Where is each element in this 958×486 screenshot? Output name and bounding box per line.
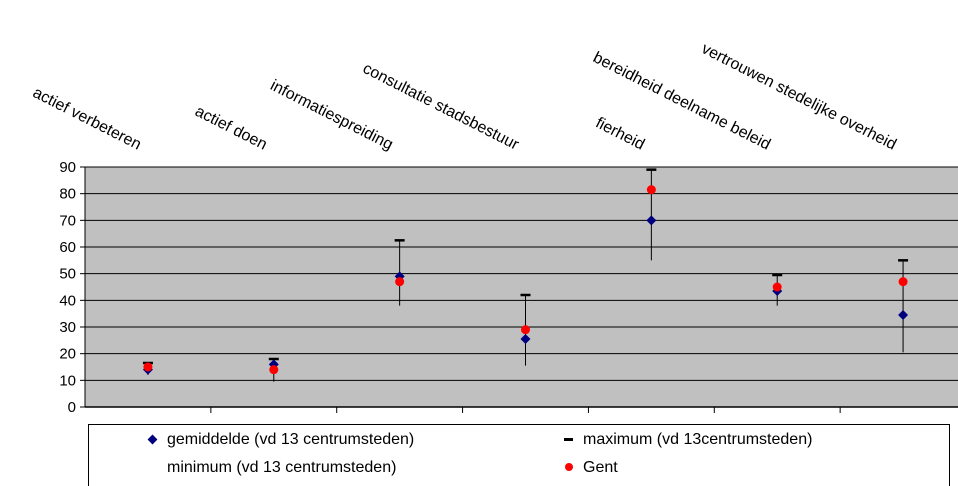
gent-marker <box>772 282 782 292</box>
legend-label-gent: Gent <box>583 459 618 476</box>
y-tick-labels: 0 10 20 30 40 50 60 70 80 90 <box>59 159 76 416</box>
legend-label-minimum: minimum (vd 13 centrumsteden) <box>167 459 397 476</box>
gent-marker <box>269 365 279 375</box>
legend-item-minimum: minimum (vd 13 centrumsteden) <box>145 459 396 477</box>
data-marks <box>142 168 909 382</box>
y-tick-label: 10 <box>59 372 76 389</box>
axes <box>84 167 958 413</box>
average-marker <box>646 215 657 226</box>
plot-area <box>85 167 958 407</box>
y-tick-label: 20 <box>59 346 76 363</box>
legend-dash-marker <box>561 432 577 448</box>
average-marker <box>898 310 909 320</box>
legend-label-maximum: maximum (vd 13centrumsteden) <box>583 431 813 448</box>
gent-marker <box>646 185 656 195</box>
y-tick-label: 60 <box>59 239 76 256</box>
y-tick-label: 50 <box>59 266 76 283</box>
legend: gemiddelde (vd 13 centrumsteden) maximum… <box>88 424 950 486</box>
legend-item-gemiddelde: gemiddelde (vd 13 centrumsteden) <box>145 431 414 449</box>
legend-item-maximum: maximum (vd 13centrumsteden) <box>561 431 812 449</box>
legend-dot-marker <box>561 460 577 476</box>
gent-marker <box>143 362 153 372</box>
category-label: informatiespreiding <box>267 77 395 154</box>
legend-label-gemiddelde: gemiddelde (vd 13 centrumsteden) <box>167 431 415 448</box>
y-tick-label: 90 <box>59 159 76 176</box>
legend-diamond-marker <box>145 432 161 448</box>
category-label: vertrouwen stedelijke overheid <box>699 40 899 153</box>
y-tick-label: 0 <box>68 399 76 416</box>
gent-marker <box>898 277 908 287</box>
gent-marker <box>521 325 530 335</box>
category-label: actief doen <box>192 103 269 154</box>
category-label: actief verbeteren <box>30 84 144 153</box>
category-labels: actief verbeteren actief doeninformatiesp… <box>30 40 899 154</box>
average-marker <box>520 334 531 344</box>
y-tick-label: 70 <box>59 212 76 229</box>
y-tick-label: 40 <box>59 292 76 309</box>
gent-marker <box>395 277 405 287</box>
legend-item-gent: Gent <box>561 459 618 477</box>
legend-empty-marker <box>145 460 161 476</box>
y-tick-label: 30 <box>59 319 76 336</box>
category-label: fierheid <box>593 115 647 154</box>
y-tick-label: 80 <box>59 186 76 203</box>
